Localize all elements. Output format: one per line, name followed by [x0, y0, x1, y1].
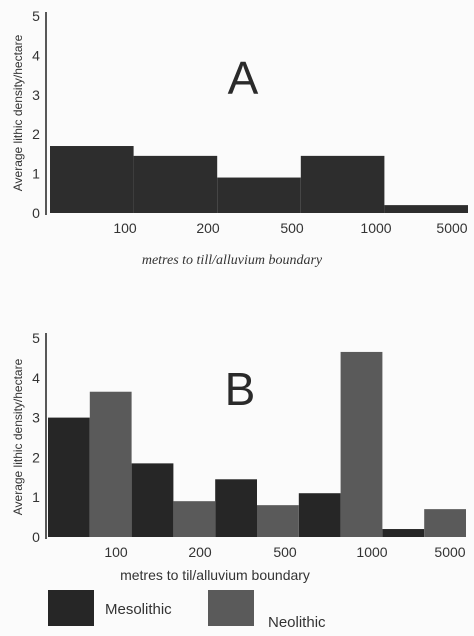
x-axis-label-a: metres to till/alluvium boundary: [142, 253, 323, 268]
x-tick-label: 100: [104, 544, 128, 560]
y-tick-label: 5: [32, 8, 40, 24]
x-tick-label: 200: [196, 220, 220, 236]
x-tick-label: 100: [113, 220, 137, 236]
bar-neolithic-3: [257, 505, 299, 537]
y-tick-label: 1: [32, 166, 40, 182]
x-axis-label-b: metres to til/alluvium boundary: [120, 567, 310, 583]
bar-neolithic-1: [89, 391, 132, 537]
y-tick-label: 4: [32, 47, 40, 63]
bar-4: [300, 155, 385, 213]
x-tick-label: 5000: [436, 220, 467, 236]
y-tick-label: 5: [32, 330, 40, 346]
y-tick-label: 1: [32, 489, 40, 505]
y-tick-label: 3: [32, 87, 40, 103]
bar-mesolithic-2: [131, 463, 174, 537]
x-tick-label: 500: [280, 220, 304, 236]
legend: Mesolithic Neolithic: [48, 590, 326, 631]
panel-a: Average lithic density/hectare A metres …: [11, 8, 468, 268]
bar-mesolithic-5: [382, 529, 425, 537]
bar-1: [50, 146, 134, 213]
legend-swatch-neolithic: [208, 590, 254, 626]
bar-2: [133, 155, 218, 213]
panel-label-b: B: [225, 363, 256, 415]
y-axis-label-b: Average lithic density/hectare: [11, 358, 25, 515]
panel-b: Average lithic density/hectare B metres …: [11, 330, 466, 583]
x-tick-label: 1000: [356, 544, 387, 560]
legend-swatch-mesolithic: [48, 590, 94, 626]
y-axis-label-a: Average lithic density/hectare: [11, 34, 25, 191]
bar-neolithic-5: [424, 509, 466, 537]
y-tick-label: 0: [32, 529, 40, 545]
y-tick-label: 3: [32, 410, 40, 426]
bar-5: [384, 205, 468, 213]
bar-mesolithic-1: [48, 417, 90, 537]
x-tick-label: 1000: [360, 220, 391, 236]
bar-3: [217, 177, 301, 213]
x-tick-label: 200: [188, 544, 212, 560]
bar-neolithic-2: [173, 501, 216, 537]
y-tick-label: 4: [32, 370, 40, 386]
y-tick-label: 0: [32, 205, 40, 221]
legend-label-mesolithic: Mesolithic: [105, 601, 172, 618]
bar-mesolithic-3: [215, 479, 257, 537]
panel-label-a: A: [228, 52, 259, 104]
bar-mesolithic-4: [298, 493, 341, 537]
bar-neolithic-4: [340, 351, 383, 537]
x-tick-label: 500: [273, 544, 297, 560]
y-tick-label: 2: [32, 449, 40, 465]
y-tick-label: 2: [32, 126, 40, 142]
legend-label-neolithic: Neolithic: [268, 614, 326, 631]
x-tick-label: 5000: [434, 544, 465, 560]
